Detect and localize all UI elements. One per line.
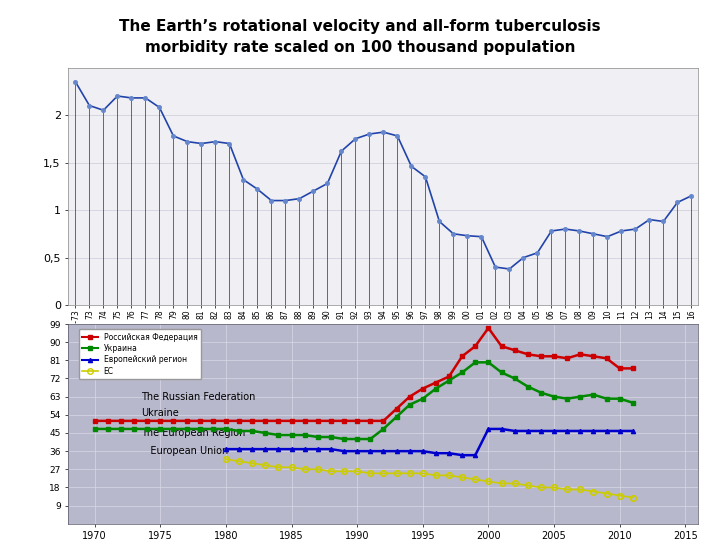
Point bbox=[420, 172, 431, 181]
Point bbox=[210, 137, 221, 146]
Point bbox=[490, 263, 501, 272]
Text: The Earth’s rotational velocity and all-form tuberculosis
morbidity rate scaled : The Earth’s rotational velocity and all-… bbox=[120, 19, 600, 55]
Point bbox=[153, 103, 165, 112]
Point bbox=[279, 196, 291, 205]
Point bbox=[644, 215, 655, 224]
Point bbox=[168, 132, 179, 140]
Point bbox=[531, 248, 543, 257]
Point bbox=[685, 192, 697, 200]
Point bbox=[574, 227, 585, 235]
Point bbox=[405, 162, 417, 171]
Text: The European Region: The European Region bbox=[141, 428, 246, 438]
Point bbox=[657, 217, 669, 226]
Point bbox=[616, 227, 627, 235]
Point bbox=[84, 101, 95, 110]
Point bbox=[364, 130, 375, 138]
Point bbox=[224, 139, 235, 148]
Point bbox=[126, 93, 138, 102]
Point bbox=[559, 225, 571, 233]
Point bbox=[448, 230, 459, 238]
Point bbox=[462, 232, 473, 240]
Point bbox=[294, 194, 305, 203]
Point bbox=[336, 147, 347, 156]
Point bbox=[433, 217, 445, 226]
Point bbox=[70, 77, 81, 86]
Point bbox=[112, 92, 123, 100]
Point bbox=[322, 179, 333, 188]
Point bbox=[518, 253, 529, 262]
Text: European Union: European Union bbox=[141, 446, 228, 456]
Point bbox=[602, 232, 613, 241]
Point bbox=[140, 93, 151, 102]
Point bbox=[546, 227, 557, 235]
Point bbox=[98, 106, 109, 114]
Point bbox=[504, 265, 516, 273]
Point bbox=[392, 132, 403, 140]
Legend: Российская Федерация, Украина, Европейский регион, ЕС: Российская Федерация, Украина, Европейск… bbox=[78, 329, 202, 379]
Point bbox=[307, 187, 319, 195]
Point bbox=[588, 230, 599, 238]
Point bbox=[181, 137, 193, 146]
Point bbox=[196, 139, 207, 148]
Point bbox=[630, 225, 642, 233]
Point bbox=[252, 185, 264, 193]
Point bbox=[476, 232, 487, 241]
Text: The Russian Federation: The Russian Federation bbox=[141, 392, 255, 402]
Point bbox=[350, 134, 361, 143]
Point bbox=[672, 198, 683, 207]
Text: Ukraine: Ukraine bbox=[141, 408, 179, 418]
Point bbox=[266, 196, 277, 205]
Point bbox=[238, 176, 249, 184]
Point bbox=[378, 128, 390, 137]
